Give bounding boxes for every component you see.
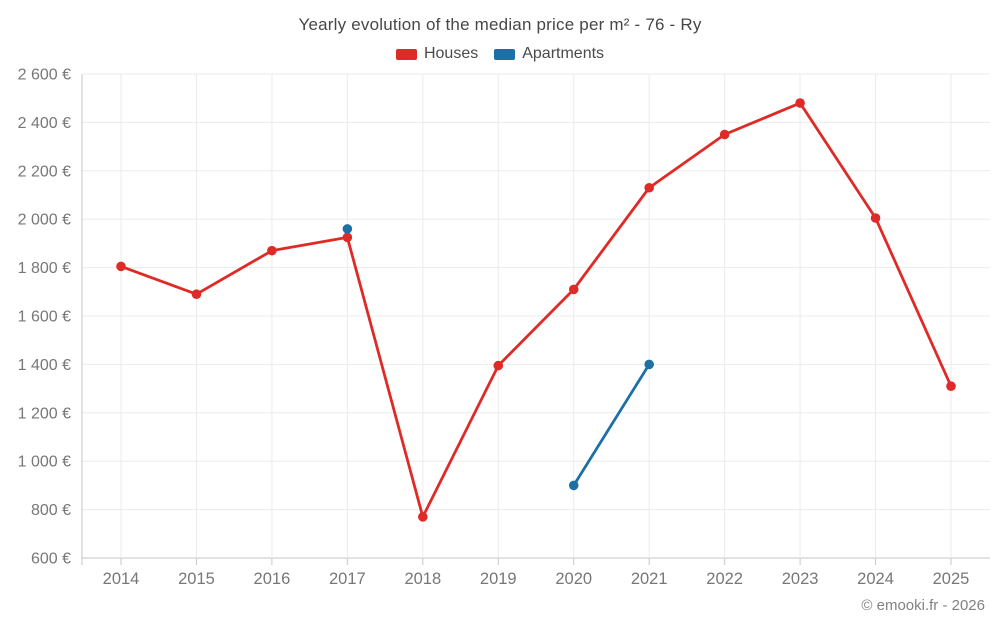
houses-point-2019[interactable] (493, 360, 504, 371)
apartments-point-2021[interactable] (644, 359, 654, 370)
y-axis-label: 1 000 € (18, 454, 71, 471)
apartments-legend-swatch (494, 48, 516, 60)
houses-legend-swatch (395, 48, 417, 60)
y-axis-label: 2 000 € (18, 212, 71, 229)
x-axis-label: 2023 (782, 570, 819, 588)
x-axis-label: 2017 (329, 570, 366, 588)
x-axis-label: 2015 (178, 570, 215, 588)
houses-point-2021[interactable] (644, 182, 654, 193)
y-axis-label: 1 600 € (18, 309, 71, 326)
legend-item-apartments[interactable]: Apartments (494, 45, 604, 63)
houses-point-2014[interactable] (116, 261, 126, 272)
copyright-text: © emooki.fr - 2026 (861, 597, 985, 614)
apartments-legend-label: Apartments (522, 45, 605, 62)
y-axis-label: 1 800 € (18, 260, 71, 277)
legend-item-houses[interactable]: Houses (395, 45, 479, 63)
x-axis-label: 2019 (480, 570, 517, 588)
houses-point-2022[interactable] (719, 129, 730, 140)
houses-point-2025[interactable] (946, 381, 956, 391)
houses-point-2016[interactable] (267, 245, 277, 256)
y-axis-label: 2 600 € (18, 67, 71, 84)
x-axis-label: 2016 (254, 570, 291, 588)
x-axis-label: 2025 (933, 570, 970, 588)
x-axis-label: 2020 (555, 570, 592, 588)
apartments-point-2020[interactable] (568, 480, 579, 491)
x-axis-label: 2021 (631, 570, 668, 588)
houses-point-2023[interactable] (795, 98, 805, 108)
chart-title: Yearly evolution of the median price per… (298, 15, 702, 34)
houses-point-2024[interactable] (870, 213, 881, 223)
y-axis-label: 1 200 € (18, 405, 71, 422)
houses-legend-label: Houses (423, 45, 479, 62)
apartments-line (572, 362, 651, 487)
houses-line (119, 101, 953, 519)
chart-legend: Houses Apartments (0, 45, 1000, 63)
x-axis-label: 2018 (404, 570, 441, 588)
apartments-point-2017[interactable] (342, 224, 353, 234)
x-axis-label: 2014 (103, 570, 140, 588)
houses-point-2017[interactable] (342, 232, 353, 243)
y-axis-label: 600 € (31, 551, 71, 568)
houses-point-2015[interactable] (191, 289, 202, 300)
houses-point-2018[interactable] (418, 512, 428, 522)
y-axis-label: 1 400 € (18, 357, 71, 374)
x-axis-label: 2024 (857, 570, 894, 588)
y-axis-label: 800 € (31, 502, 71, 519)
houses-point-2020[interactable] (568, 284, 579, 295)
y-axis-label: 2 200 € (18, 163, 71, 180)
x-axis-label: 2022 (706, 570, 743, 588)
y-axis-label: 2 400 € (18, 115, 71, 132)
